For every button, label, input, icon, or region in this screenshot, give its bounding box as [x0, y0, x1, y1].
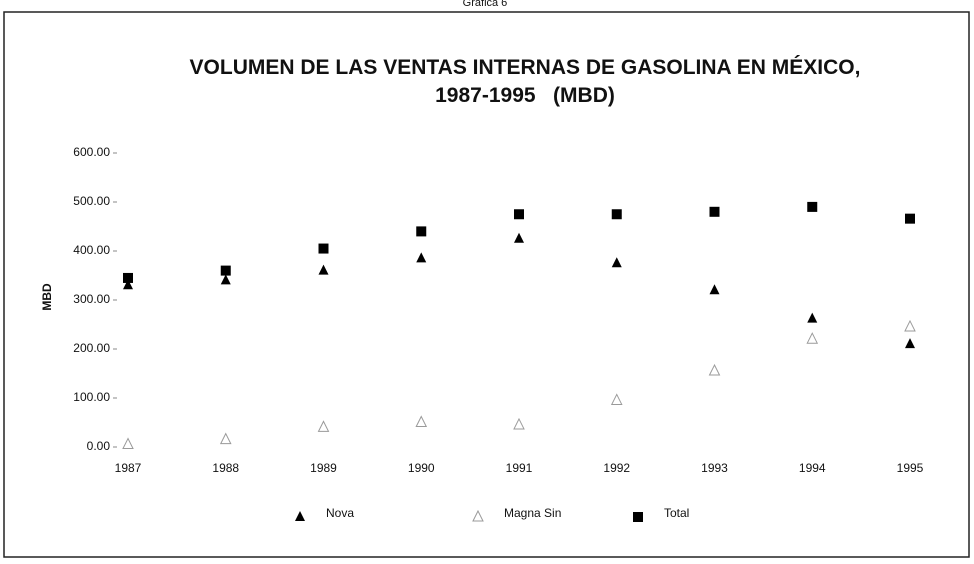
- point: [220, 265, 231, 276]
- point: [122, 437, 134, 450]
- point: [416, 252, 427, 263]
- legend-marker: [295, 511, 305, 521]
- x-tick-label: 1987: [115, 461, 142, 475]
- y-tick-label: 200.00: [73, 341, 110, 355]
- point: [610, 393, 623, 405]
- point: [905, 338, 915, 349]
- caption: Gráfica 6: [463, 0, 508, 9]
- x-tick-label: 1993: [701, 461, 728, 475]
- point: [807, 312, 818, 323]
- y-tick-label: 300.00: [73, 292, 110, 306]
- legend-label: Nova: [326, 506, 354, 520]
- y-tick-label: 100.00: [73, 390, 110, 404]
- y-axis-label: MBD: [40, 283, 54, 311]
- point: [807, 201, 818, 212]
- point: [514, 209, 524, 220]
- point: [317, 420, 330, 432]
- point: [318, 264, 329, 275]
- y-tick-label: 0.00: [87, 439, 111, 453]
- point: [219, 432, 232, 445]
- x-tick-label: 1995: [897, 461, 924, 475]
- point: [513, 417, 525, 430]
- frame: [3, 11, 970, 558]
- point: [806, 332, 819, 344]
- point: [611, 257, 622, 268]
- point: [709, 284, 720, 295]
- point: [708, 363, 721, 376]
- x-tick-label: 1994: [799, 461, 826, 475]
- chart-title: VOLUMEN DE LAS VENTAS INTERNAS DE GASOLI…: [189, 56, 867, 107]
- x-tick-label: 1992: [603, 461, 630, 475]
- legend-marker: [472, 509, 484, 522]
- point: [611, 209, 622, 220]
- point: [123, 272, 133, 283]
- x-tick-label: 1991: [506, 461, 533, 475]
- y-tick-label: 400.00: [73, 243, 110, 257]
- legend-marker: [633, 512, 643, 522]
- x-tick-label: 1988: [212, 461, 239, 475]
- point: [123, 279, 133, 290]
- legend-label: Magna Sin: [504, 506, 561, 520]
- y-tick-label: 600.00: [73, 145, 110, 159]
- x-tick-label: 1989: [310, 461, 337, 475]
- point: [220, 274, 231, 285]
- point: [514, 232, 524, 243]
- point: [904, 319, 916, 332]
- legend-label: Total: [664, 506, 689, 520]
- point: [318, 243, 329, 254]
- point: [415, 415, 428, 427]
- point: [709, 206, 720, 217]
- x-tick-label: 1990: [408, 461, 435, 475]
- point: [905, 213, 915, 224]
- point: [416, 226, 427, 237]
- y-tick-label: 500.00: [73, 194, 110, 208]
